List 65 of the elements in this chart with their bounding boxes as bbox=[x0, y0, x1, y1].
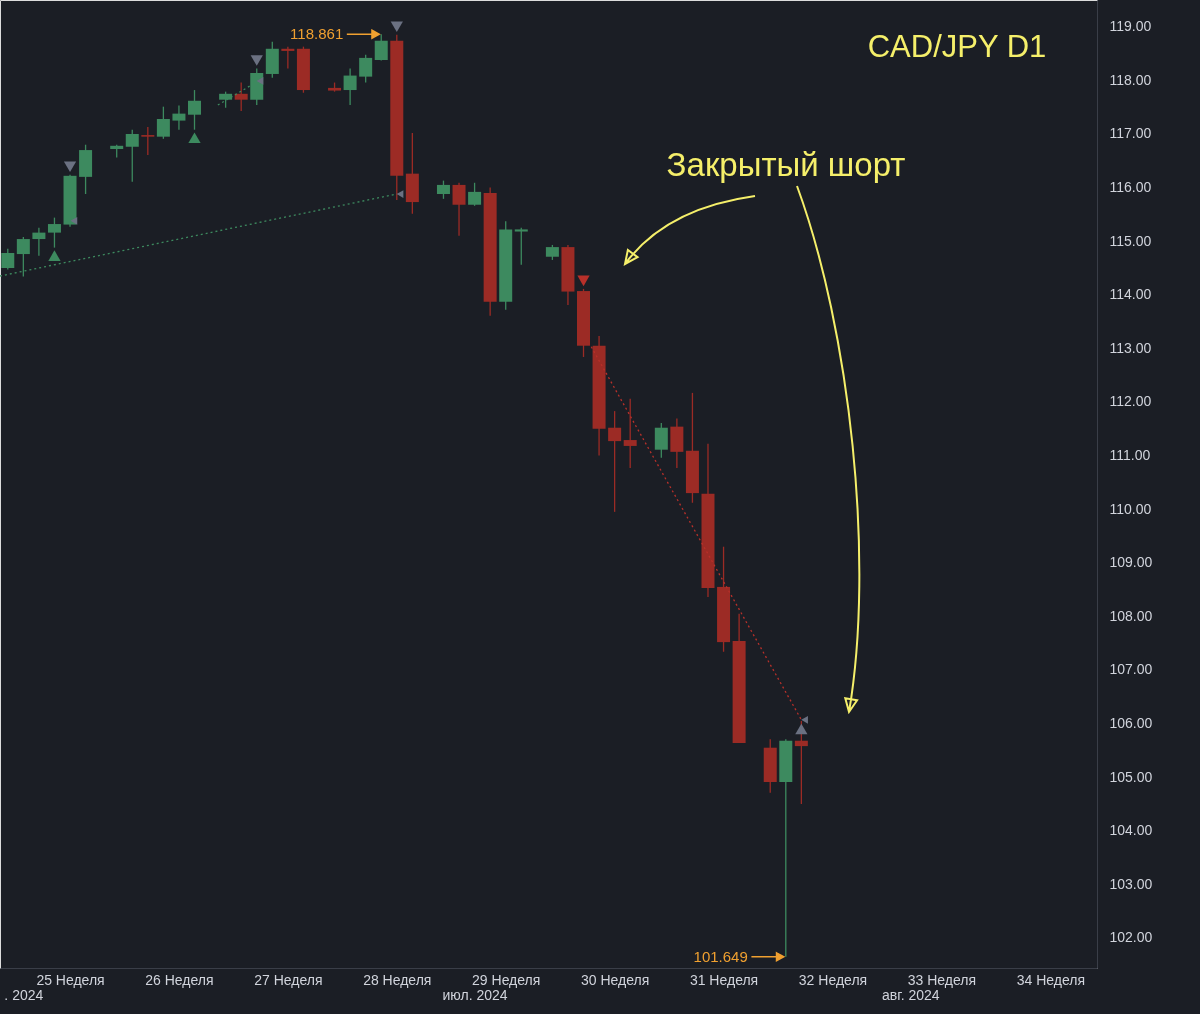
candlestick bbox=[623, 398, 637, 469]
x-tick-label: 27 Неделя bbox=[254, 971, 323, 988]
point bbox=[795, 723, 808, 735]
candlestick bbox=[1, 248, 15, 271]
annotation: Закрытый шорт bbox=[666, 146, 906, 183]
x-tick-label: 26 Неделя bbox=[145, 971, 214, 988]
y-tick-label: 119.00 bbox=[1109, 18, 1152, 35]
point bbox=[70, 216, 78, 225]
y-tick-label: 111.00 bbox=[1109, 447, 1151, 464]
x2-tick-label: авг. 2024 bbox=[882, 986, 940, 1003]
x-tick-label: 34 Неделя bbox=[1016, 971, 1085, 988]
y-tick-label: 109.00 bbox=[1109, 554, 1153, 571]
y-tick-label: 116.00 bbox=[1109, 179, 1152, 196]
annotation: 101.649 bbox=[693, 947, 748, 965]
candlestick bbox=[47, 216, 61, 249]
point bbox=[188, 132, 201, 144]
point bbox=[63, 161, 77, 172]
candlestick bbox=[125, 129, 139, 183]
x-tick-label: 29 Неделя bbox=[472, 971, 541, 988]
y-tick-label: 102.00 bbox=[1109, 929, 1153, 946]
y-tick-label: 108.00 bbox=[1109, 607, 1153, 624]
y-tick-label: 103.00 bbox=[1109, 875, 1153, 892]
y-tick-label: 105.00 bbox=[1109, 768, 1153, 785]
text: CAD/JPY D1 bbox=[867, 29, 1047, 64]
y-tick-label: 112.00 bbox=[1109, 393, 1152, 410]
candlestick bbox=[608, 410, 622, 513]
candlestick bbox=[281, 45, 295, 70]
y-tick-label: 110.00 bbox=[1109, 500, 1152, 517]
x-tick-label: 33 Неделя bbox=[907, 971, 977, 988]
candlestick bbox=[32, 227, 46, 257]
x-tick-label: 31 Неделя bbox=[689, 971, 759, 988]
x-tick-label: 30 Неделя bbox=[580, 971, 650, 988]
x-tick-label: 28 Неделя bbox=[363, 971, 432, 988]
x-tick-label: 25 Неделя bbox=[36, 971, 105, 988]
y-tick-label: 115.00 bbox=[1109, 232, 1152, 249]
candlestick bbox=[654, 422, 668, 459]
y-tick-label: 118.00 bbox=[1109, 71, 1152, 88]
point bbox=[801, 715, 808, 724]
candlestick bbox=[156, 106, 170, 140]
candlestick bbox=[141, 126, 155, 156]
candlestick bbox=[468, 182, 482, 207]
y-tick-label: 106.00 bbox=[1109, 715, 1153, 732]
point bbox=[577, 275, 590, 287]
y-tick-label: 117.00 bbox=[1109, 125, 1152, 142]
annotation: 118.861 bbox=[290, 25, 344, 43]
y-tick-label: 113.00 bbox=[1109, 339, 1152, 356]
candlestick bbox=[374, 33, 388, 62]
point bbox=[390, 21, 403, 33]
x-tick-label: 32 Неделя bbox=[798, 971, 868, 988]
point bbox=[250, 55, 263, 66]
candlestick bbox=[343, 67, 357, 106]
y-tick-label: 114.00 bbox=[1109, 286, 1152, 303]
point bbox=[48, 250, 61, 261]
candlestick bbox=[172, 104, 186, 131]
y-tick-label: 107.00 bbox=[1109, 661, 1153, 678]
candlestick bbox=[234, 81, 248, 112]
candlestick bbox=[359, 54, 373, 84]
candlestick bbox=[188, 89, 201, 131]
x2-tick-label: июл. 2024 bbox=[442, 986, 508, 1003]
candlestick bbox=[452, 182, 466, 237]
candlestick bbox=[794, 720, 808, 805]
y-tick-label: 104.00 bbox=[1109, 822, 1153, 839]
x2-tick-label: . 2024 bbox=[4, 986, 44, 1003]
candlestick bbox=[514, 227, 528, 266]
candlestick bbox=[436, 179, 450, 200]
